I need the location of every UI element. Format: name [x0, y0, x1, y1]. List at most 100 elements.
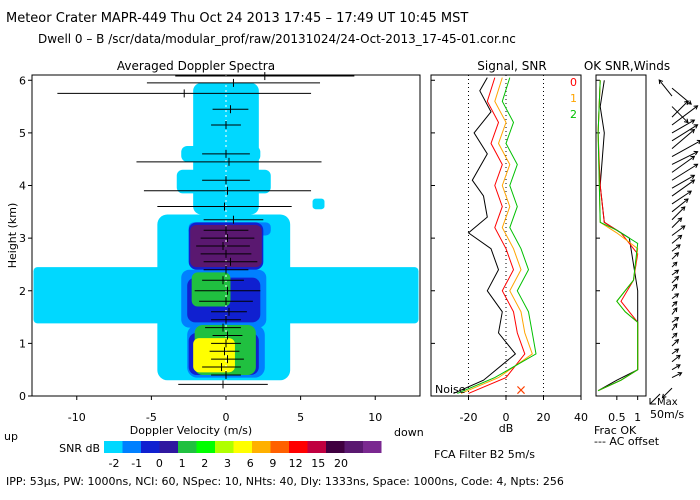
wind-vector	[671, 348, 679, 355]
wind-vector-head	[690, 119, 696, 124]
snr-series-red	[468, 77, 526, 394]
wind-vector	[671, 293, 679, 300]
snr-contour-region-6	[312, 198, 325, 210]
colorbar-tick-label: 15	[311, 457, 325, 470]
wind-vector	[671, 225, 686, 236]
colorbar-swatch	[159, 441, 178, 453]
colorbar-swatch	[233, 441, 252, 453]
spectra-y-tick-label: 0	[19, 390, 26, 403]
snr-x-label: dB	[499, 422, 514, 435]
wind-vector	[671, 307, 678, 315]
spectra-y-tick-label: 3	[19, 232, 26, 245]
frac-ok-label: Frac OK	[594, 424, 637, 437]
snr-x-tick-label: 20	[537, 411, 551, 424]
snr-marker: ×	[515, 383, 527, 399]
colorbar-swatch	[252, 441, 271, 453]
wind-vector	[671, 155, 695, 173]
wind-vector	[671, 140, 700, 158]
wind-vector-head	[672, 307, 678, 313]
colorbar-tick-label: -2	[109, 457, 120, 470]
wind-vector	[671, 372, 682, 379]
wind-scale-label-max: Max	[657, 397, 678, 408]
ok-snr-title: OK SNR,Winds	[584, 59, 670, 73]
wind-vector-head	[677, 234, 683, 240]
wind-vector	[671, 332, 678, 339]
spectra-y-label: Height (km)	[6, 203, 19, 269]
snr-series-green	[457, 77, 537, 394]
snr-x-tick-label: -20	[460, 411, 478, 424]
colorbar-tick-label: 20	[334, 457, 348, 470]
wind-vector-head	[672, 323, 678, 328]
colorbar-label: SNR dB	[59, 442, 100, 455]
snr-title: Signal, SNR	[477, 59, 546, 73]
wind-vector-head	[696, 139, 700, 145]
wind-vector	[671, 151, 698, 165]
wind-vector	[671, 276, 679, 284]
wind-vector-head	[680, 206, 686, 211]
wind-vector	[671, 87, 692, 105]
wind-vector-head	[693, 163, 699, 169]
spectra-y-tick-label: 5	[19, 127, 26, 140]
wind-vector	[671, 217, 682, 228]
wind-vector-head	[680, 225, 686, 230]
wind-vector-head	[675, 244, 681, 249]
wind-vector-head	[672, 283, 678, 289]
spectra-y-tick-label: 6	[19, 74, 26, 87]
wind-vector-head	[674, 269, 680, 275]
wind-vector-head	[690, 155, 696, 161]
noise-label: Noise	[435, 383, 466, 396]
wind-vector-head	[683, 118, 689, 124]
wind-vector-head	[674, 338, 680, 344]
spectra-x-label: Doppler Velocity (m/s)	[130, 424, 252, 437]
wind-vector	[671, 269, 679, 276]
legend-entry-1: 1	[570, 92, 577, 105]
ac-offset-label: --- AC offset	[594, 435, 660, 448]
ok-snr-x-tick-label: 0.5	[608, 411, 626, 424]
wind-vector-head	[674, 293, 680, 298]
wind-vector-head	[674, 316, 680, 322]
wind-vector-head	[677, 217, 683, 223]
wind-vector-head	[674, 252, 680, 257]
colorbar-swatch	[178, 441, 197, 453]
colorbar-tick-label: -1	[131, 457, 142, 470]
wind-vector	[671, 317, 679, 323]
spectra-x-tick-label: -5	[146, 411, 157, 424]
wind-vector	[671, 339, 679, 347]
wind-vector-head	[693, 124, 699, 129]
wind-vector-head	[658, 79, 664, 85]
wind-vector	[671, 252, 679, 260]
wind-vector	[671, 100, 689, 118]
spectra-x-tick-label: 5	[297, 411, 304, 424]
colorbar-swatch	[363, 441, 382, 453]
colorbar-swatch	[326, 441, 345, 453]
colorbar-tick-label: 2	[201, 457, 208, 470]
wind-vector-head	[687, 100, 692, 105]
wind-vector-head	[693, 150, 699, 156]
snr-x-tick-label: 0	[503, 411, 510, 424]
colorbar-swatch	[344, 441, 363, 453]
legend-entry-2: 2	[570, 108, 577, 121]
wind-vector	[658, 79, 673, 97]
snr-contour-region-14	[191, 272, 231, 307]
fca-filter-label: FCA Filter B2 5m/s	[434, 448, 535, 461]
wind-vector	[671, 105, 698, 126]
wind-vector	[671, 124, 698, 142]
radar-parameters: IPP: 53μs, PW: 1000ns, NCI: 60, NSpec: 1…	[6, 475, 564, 488]
wind-vector-head	[672, 332, 678, 338]
snr-series-orange	[460, 77, 533, 394]
colorbar-tick-label: 6	[247, 457, 254, 470]
spectra-title: Averaged Doppler Spectra	[117, 59, 275, 73]
snr-contour-region-4	[176, 169, 271, 194]
colorbar-tick-label: 1	[179, 457, 186, 470]
wind-vector-head	[677, 371, 683, 377]
wind-vector-head	[675, 364, 681, 369]
snr-contour-region-0	[33, 267, 176, 324]
wind-vector	[671, 179, 695, 197]
wind-vector	[671, 244, 681, 252]
wind-vector	[671, 119, 695, 134]
colorbar-tick-label: 9	[269, 457, 276, 470]
snr-contour-region-16	[193, 338, 235, 373]
colorbar-swatch	[122, 441, 141, 453]
snr-contour-region-1	[285, 267, 419, 324]
wind-vector	[671, 323, 678, 331]
